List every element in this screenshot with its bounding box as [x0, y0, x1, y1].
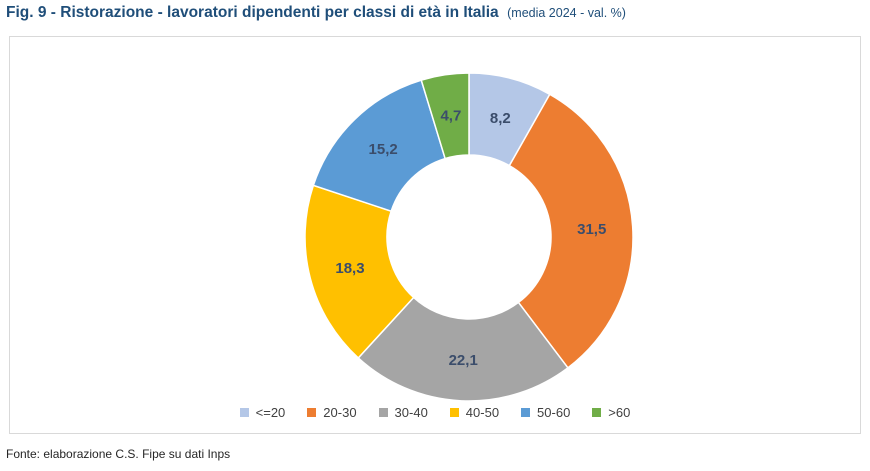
legend-item-30-40: 30-40	[378, 405, 428, 420]
legend-swatch	[521, 408, 531, 417]
data-label-20-30: 31,5	[577, 221, 606, 238]
legend-swatch	[592, 408, 602, 417]
chart-subtitle: (media 2024 - val. %)	[507, 6, 626, 20]
chart-legend: <=20 20-30 30-40 40-50 50-60 >60	[10, 405, 860, 420]
legend-label: 40-50	[465, 405, 500, 420]
legend-label: <=20	[255, 405, 286, 420]
data-label-50-60: 15,2	[369, 141, 398, 158]
data-label->60: 4,7	[440, 107, 461, 124]
donut-slice->60	[420, 72, 470, 160]
source-note: Fonte: elaborazione C.S. Fipe su dati In…	[6, 447, 231, 461]
data-label-40-50: 18,3	[335, 260, 364, 277]
donut-slice-20-30	[508, 93, 634, 369]
legend-item-20-30: 20-30	[307, 405, 357, 420]
legend-swatch	[307, 408, 317, 417]
donut-slice-40-50	[304, 184, 415, 360]
legend-label: 30-40	[394, 405, 428, 420]
chart-title: Fig. 9 - Ristorazione - lavoratori dipen…	[6, 4, 499, 21]
donut-slice-30-40	[357, 296, 569, 402]
legend-label: 20-30	[323, 405, 357, 420]
chart-area: 8,2 31,5 22,1 18,3 15,2 4,7 <=20 20-30 30-40 40-…	[9, 36, 861, 434]
legend-label: 50-60	[537, 405, 571, 420]
legend-label: >60	[608, 405, 631, 420]
legend-item->60: >60	[592, 405, 630, 420]
legend-item-<=20: <=20	[239, 405, 286, 420]
data-label-<=20: 8,2	[490, 110, 511, 127]
legend-swatch	[449, 408, 459, 417]
figure-title: Fig. 9 - Ristorazione - lavoratori dipen…	[6, 4, 626, 22]
legend-swatch	[378, 408, 388, 417]
legend-item-40-50: 40-50	[449, 405, 500, 420]
data-label-30-40: 22,1	[449, 352, 478, 369]
legend-swatch	[239, 408, 249, 417]
donut-chart: 8,2 31,5 22,1 18,3 15,2 4,7	[304, 72, 634, 402]
legend-item-50-60: 50-60	[521, 405, 570, 420]
